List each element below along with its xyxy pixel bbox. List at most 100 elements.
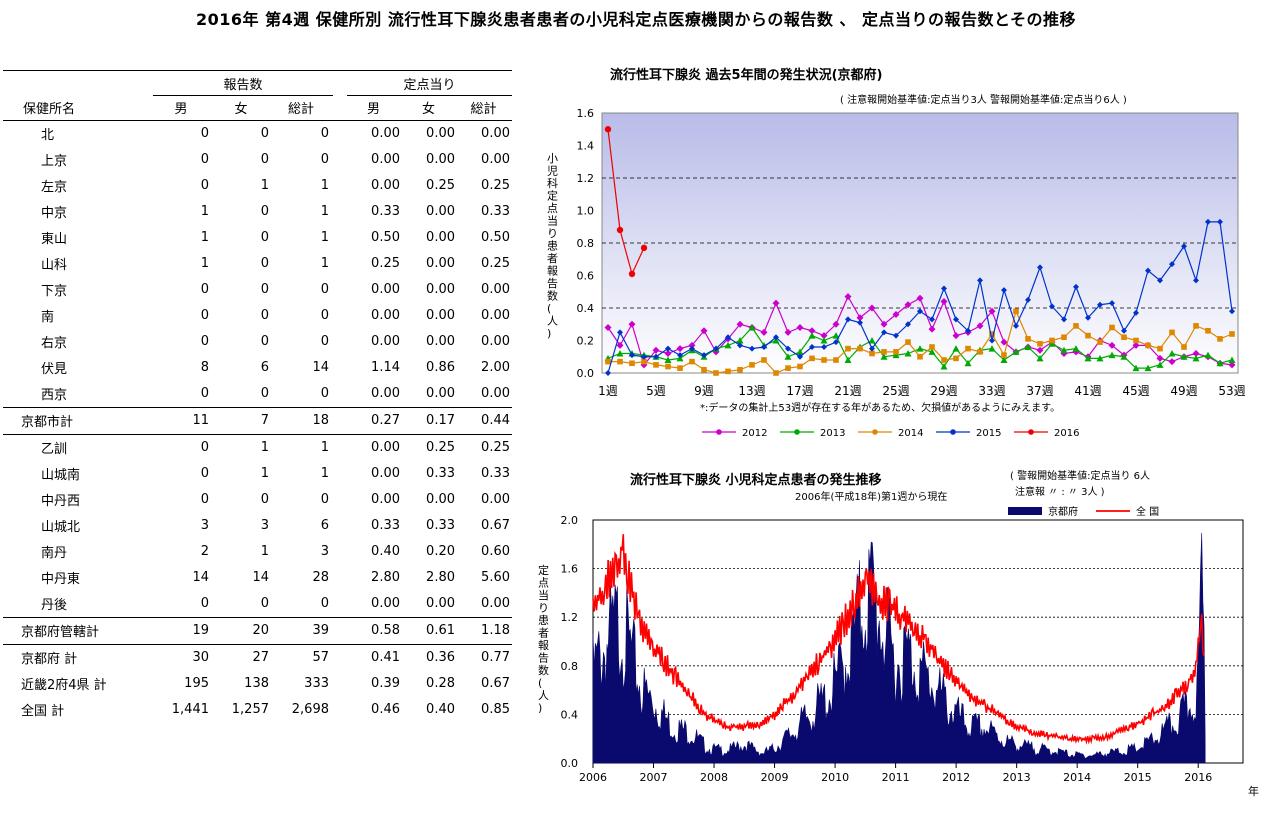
cell-female: 14 xyxy=(252,570,269,585)
legend-item-national: 全 国 xyxy=(1096,505,1159,518)
data-point-2015 xyxy=(857,319,863,326)
data-point-2013 xyxy=(1168,350,1176,357)
table-row: 南丹 2 1 3 0.40 0.20 0.60 xyxy=(3,539,512,565)
data-point-2015 xyxy=(833,339,839,346)
data-point-2014 xyxy=(737,366,743,373)
data-point-2015 xyxy=(713,345,719,352)
chart-past-five-years: 流行性耳下腺炎 過去5年間の発生状況(京都府) ( 注意報開始基準値:定点当り3… xyxy=(547,67,1246,439)
cell-male: 0 xyxy=(153,433,213,461)
data-point-2014 xyxy=(821,357,827,363)
data-point-2014 xyxy=(869,350,875,357)
data-point-2012 xyxy=(976,322,984,330)
table-row: 西京 0 0 0 0.00 0.00 0.00 xyxy=(3,381,512,408)
chart2-x-axis-label: 年 xyxy=(1248,784,1259,798)
cell-rate-total: 0.60 xyxy=(481,544,510,559)
data-point-2014 xyxy=(905,339,911,345)
cell-female: 0 xyxy=(260,256,269,271)
data-point-2012 xyxy=(784,328,792,336)
data-point-2015 xyxy=(629,352,635,359)
data-point-2013 xyxy=(1132,364,1140,372)
data-point-2015 xyxy=(893,332,899,339)
data-point-2013 xyxy=(1096,354,1104,362)
data-point-2013 xyxy=(1204,351,1212,359)
cell-total: 39 xyxy=(273,616,333,644)
table-row: 山城北 3 3 6 0.33 0.33 0.67 xyxy=(3,513,512,539)
data-point-2016 xyxy=(604,126,612,133)
data-point-2015 xyxy=(905,321,911,328)
cell-male: 0 xyxy=(200,152,209,167)
data-point-2012 xyxy=(772,299,780,307)
svg-text:2012: 2012 xyxy=(742,428,767,439)
data-point-2012 xyxy=(1156,354,1164,362)
chart1-title: 流行性耳下腺炎 過去5年間の発生状況(京都府) xyxy=(610,67,882,83)
legend-item-2015: 2015 xyxy=(936,428,1001,439)
cell-rate-female: 0.20 xyxy=(426,544,455,559)
data-point-2014 xyxy=(1001,352,1007,358)
series-2016 xyxy=(604,126,648,278)
cell-female: 1,257 xyxy=(231,702,269,717)
data-point-2014 xyxy=(629,360,635,367)
series-line-2016 xyxy=(607,129,645,276)
svg-text:2015: 2015 xyxy=(976,428,1001,439)
cell-male: 0 xyxy=(200,466,209,481)
chart1-x-tick-label: 33週 xyxy=(978,384,1005,398)
cell-male: 0 xyxy=(200,386,209,401)
chart1-x-tick-label: 25週 xyxy=(882,384,909,398)
chart1-y-tick-label: 0.4 xyxy=(577,302,595,315)
cell-rate-total: 0.67 xyxy=(481,518,510,533)
cell-rate-total: 0.33 xyxy=(481,466,510,481)
data-point-2013 xyxy=(724,341,732,349)
cell-total: 1 xyxy=(320,204,329,219)
chart2-x-tick-label: 2015 xyxy=(1124,771,1152,784)
cell-total: 0 xyxy=(320,492,329,507)
data-point-2012 xyxy=(868,304,876,312)
row-name: 京都府 計 xyxy=(3,643,153,671)
legend-item-kyoto: 京都府 xyxy=(1008,505,1078,518)
svg-text:京都府: 京都府 xyxy=(1048,505,1078,518)
data-point-2014 xyxy=(1025,336,1031,342)
data-point-2012 xyxy=(928,325,936,333)
data-point-2015 xyxy=(869,345,875,352)
data-point-2014 xyxy=(1121,334,1127,341)
data-point-2015 xyxy=(653,353,659,360)
cell-female: 0 xyxy=(213,119,273,147)
cell-female: 1 xyxy=(260,544,269,559)
chart1-y-tick-label: 0.6 xyxy=(577,270,595,283)
data-point-2014 xyxy=(797,363,803,370)
cell-rate-male: 1.14 xyxy=(371,360,400,375)
data-point-2012 xyxy=(856,314,864,322)
cell-rate-total: 0.00 xyxy=(481,596,510,611)
data-point-2013 xyxy=(928,348,936,355)
cell-rate-male: 0.27 xyxy=(347,406,402,434)
chart1-x-tick-label: 53週 xyxy=(1218,384,1245,398)
data-point-2015 xyxy=(785,345,791,352)
data-point-2015 xyxy=(1193,277,1199,284)
table-row: 上京 0 0 0 0.00 0.00 0.00 xyxy=(3,147,512,173)
table-row: 丹後 0 0 0 0.00 0.00 0.00 xyxy=(3,591,512,618)
data-point-2014 xyxy=(1229,331,1235,337)
data-point-2013 xyxy=(1084,354,1092,362)
data-point-2012 xyxy=(1132,341,1140,349)
cell-female: 27 xyxy=(213,643,273,671)
cell-male: 8 xyxy=(200,360,209,375)
cell-male: 1 xyxy=(200,204,209,219)
cell-rate-male: 0.50 xyxy=(371,230,400,245)
cell-male: 0 xyxy=(200,596,209,611)
cell-total: 1 xyxy=(320,466,329,481)
cell-male: 0 xyxy=(200,282,209,297)
chart2-y-tick-label: 1.2 xyxy=(561,611,579,624)
data-point-2012 xyxy=(1168,358,1176,366)
data-point-2014 xyxy=(845,345,851,352)
cell-male: 3 xyxy=(200,518,209,533)
data-point-2014 xyxy=(1157,345,1163,352)
cell-rate-total: 5.60 xyxy=(481,570,510,585)
data-point-2013 xyxy=(952,345,960,352)
cell-rate-total: 2.00 xyxy=(481,360,510,375)
data-point-2015 xyxy=(1085,314,1091,321)
cell-female: 0 xyxy=(260,204,269,219)
data-point-2015 xyxy=(749,345,755,352)
data-point-2015 xyxy=(1049,303,1055,310)
cell-male: 0 xyxy=(200,308,209,323)
data-point-2015 xyxy=(773,334,779,341)
cell-male: 195 xyxy=(184,676,209,691)
